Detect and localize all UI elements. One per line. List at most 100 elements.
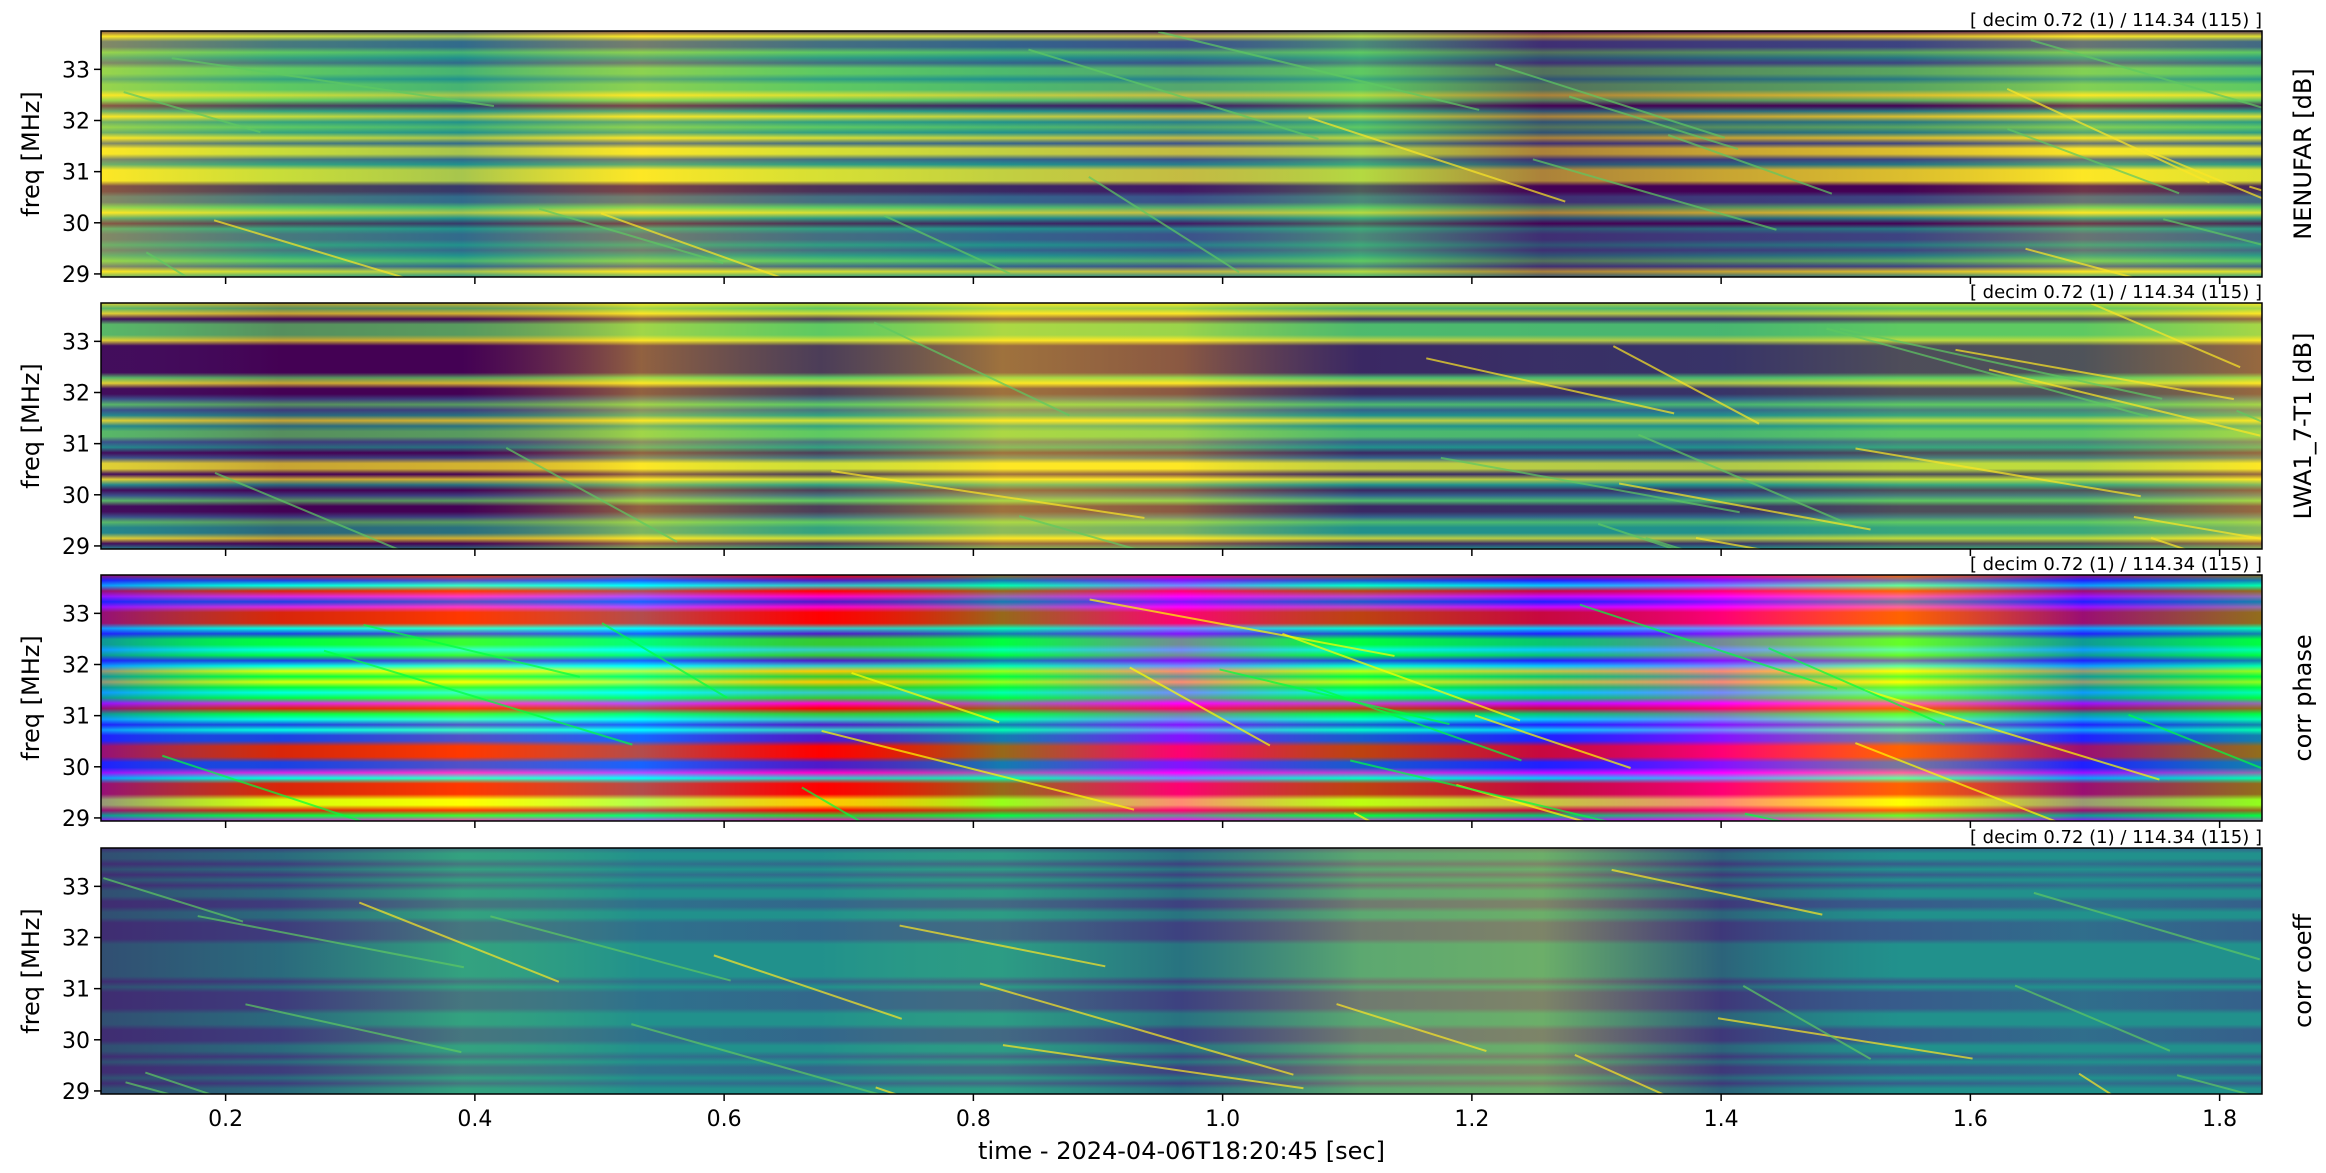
y-tick-label: 32 [62, 110, 90, 135]
annotation: [ decim 0.72 (1) / 114.34 (115) ] [1970, 827, 2262, 848]
y-tick-label: 33 [62, 330, 90, 355]
drift-streak [1579, 603, 1838, 690]
y-tick-label: 30 [62, 212, 90, 237]
drift-streak [1440, 456, 1740, 514]
drift-streak [103, 877, 244, 923]
x-tick-label: 0.6 [707, 1107, 742, 1132]
y-tick-label: 31 [62, 433, 90, 458]
drift-streak [883, 214, 1011, 275]
x-tick-label: 1.2 [1454, 1107, 1489, 1132]
drift-streak [197, 915, 465, 969]
drift-streak [1495, 63, 1726, 139]
x-tick-label: 0.4 [457, 1107, 492, 1132]
drift-streak [171, 57, 495, 107]
drift-streak [1826, 327, 2149, 418]
drift-streak [1855, 447, 2141, 498]
drift-streak [2025, 247, 2135, 277]
drift-streak [358, 901, 560, 983]
drift-streak [2162, 218, 2262, 246]
drift-streak [1618, 482, 1871, 531]
x-tick-label: 1.4 [1704, 1107, 1739, 1132]
y-tick-label: 29 [62, 535, 90, 560]
drift-streak [1855, 742, 2058, 821]
drift-streak [831, 469, 1145, 519]
drift-streak [363, 623, 581, 678]
annotation: [ decim 0.72 (1) / 114.34 (115) ] [1970, 282, 2262, 303]
drift-streak [1532, 158, 1777, 231]
drift-streak [538, 207, 724, 264]
drift-streak [213, 219, 406, 277]
y-tick-label: 30 [62, 484, 90, 509]
drift-streak [2030, 39, 2262, 109]
y-tick-label: 29 [62, 263, 90, 288]
y-tick-label: 30 [62, 1029, 90, 1054]
drift-streak [1158, 31, 1480, 111]
heatmap-texture [101, 575, 2262, 821]
drift-streak [801, 786, 862, 821]
x-tick-label: 0.2 [208, 1107, 243, 1132]
drift-streak [2128, 713, 2262, 770]
drift-streak [600, 212, 783, 277]
drift-streak [851, 672, 1000, 724]
drift-streak [899, 924, 1106, 968]
x-tick-label: 1.8 [2202, 1107, 2237, 1132]
colorbar-label: corr phase [2289, 634, 2317, 761]
colorbar-label: NENUFAR [dB] [2289, 68, 2317, 239]
drift-streak [123, 91, 261, 134]
drift-streak [1768, 647, 1945, 726]
drift-streak [505, 447, 678, 543]
x-tick-label: 0.8 [956, 1107, 991, 1132]
y-tick-label: 33 [62, 602, 90, 627]
annotation: [ decim 0.72 (1) / 114.34 (115) ] [1970, 10, 2262, 31]
y-tick-label: 29 [62, 807, 90, 832]
drift-streak [2090, 303, 2241, 369]
drift-streak [2176, 1074, 2252, 1094]
heatmap [101, 848, 2262, 1094]
drift-streak [2006, 87, 2210, 184]
y-tick-label: 29 [62, 1080, 90, 1105]
heatmap-texture [101, 303, 2262, 549]
drift-streak [1349, 759, 1610, 821]
drift-streak [1612, 345, 1760, 425]
y-tick-label: 32 [62, 927, 90, 952]
drift-streak [713, 954, 903, 1020]
drift-streak [161, 754, 364, 821]
y-axis-label: freq [MHz] [17, 908, 45, 1034]
drift-streak [1474, 714, 1631, 769]
drift-streak [1988, 368, 2261, 437]
heatmap-texture [101, 848, 2262, 1094]
drift-streak [1336, 1003, 1487, 1053]
heatmap-texture [101, 31, 2262, 277]
drift-streak [1219, 668, 1450, 726]
drift-streak [145, 251, 189, 277]
drift-streak [1839, 327, 2163, 400]
drift-streak [1717, 1017, 1973, 1060]
x-tick-label: 1.6 [1953, 1107, 1988, 1132]
drift-streak [1667, 134, 1833, 195]
colorbar-label: corr coeff [2289, 914, 2317, 1028]
heatmap [101, 575, 2262, 821]
drift-streak [1002, 1044, 1304, 1090]
drift-streak [214, 471, 400, 549]
drift-streak [631, 1023, 882, 1094]
drift-streak [1742, 985, 1872, 1060]
plot-frame [100, 302, 2263, 550]
drift-streak [2014, 984, 2171, 1052]
drift-streak [979, 982, 1294, 1076]
y-tick-label: 31 [62, 978, 90, 1003]
drift-streak [1088, 176, 1240, 274]
drift-streak [1955, 348, 2235, 401]
drift-streak [1456, 783, 1586, 821]
y-tick-label: 31 [62, 161, 90, 186]
drift-streak [1568, 95, 1739, 150]
y-tick-label: 33 [62, 875, 90, 900]
drift-streak [2133, 515, 2262, 540]
plot-frame [100, 574, 2263, 822]
drift-streak [2007, 128, 2180, 195]
drift-streak [873, 321, 1070, 417]
y-tick-label: 32 [62, 382, 90, 407]
y-tick-label: 31 [62, 705, 90, 730]
drift-streak [245, 1003, 462, 1054]
